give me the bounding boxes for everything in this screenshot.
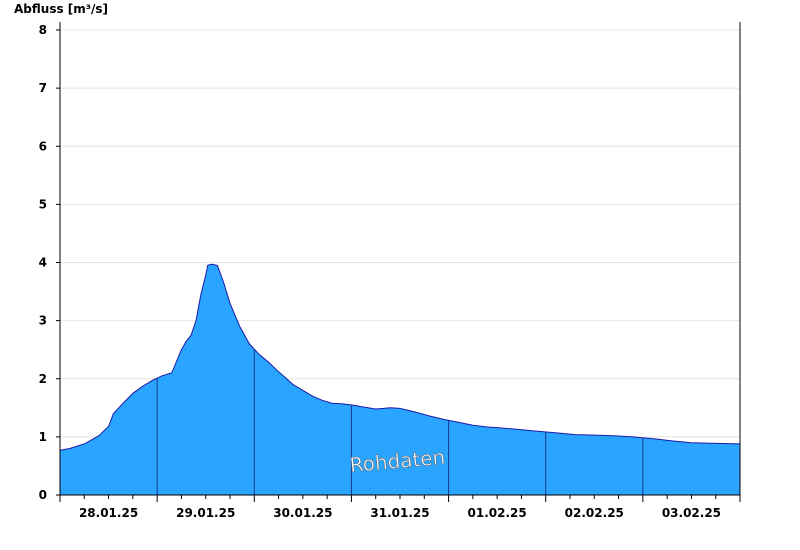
y-axis-title: Abfluss [m³/s] bbox=[14, 2, 108, 16]
x-tick-label: 31.01.25 bbox=[370, 506, 429, 520]
x-tick-label: 03.02.25 bbox=[662, 506, 721, 520]
y-tick-label: 1 bbox=[39, 430, 47, 444]
area-fill bbox=[60, 264, 740, 495]
y-tick-label: 7 bbox=[39, 81, 47, 95]
x-tick-label: 29.01.25 bbox=[176, 506, 235, 520]
y-tick-label: 8 bbox=[39, 23, 47, 37]
y-tick-label: 4 bbox=[39, 256, 47, 270]
y-tick-label: 3 bbox=[39, 314, 47, 328]
y-tick-label: 6 bbox=[39, 139, 47, 153]
day-separators bbox=[156, 349, 644, 495]
x-tick-label: 01.02.25 bbox=[468, 506, 527, 520]
y-tick-label: 0 bbox=[39, 488, 47, 502]
x-tick-label: 02.02.25 bbox=[565, 506, 624, 520]
area-series bbox=[59, 263, 741, 495]
x-tick-label: 30.01.25 bbox=[273, 506, 332, 520]
x-tick-label: 28.01.25 bbox=[79, 506, 138, 520]
x-ticks: 28.01.25 29.01.25 30.01.25 31.01.25 01.02.25… bbox=[59, 495, 741, 520]
y-ticks: 0 1 2 3 4 5 6 7 8 bbox=[39, 23, 60, 502]
y-tick-label: 5 bbox=[39, 197, 47, 211]
area-outline bbox=[59, 263, 741, 451]
y-tick-label: 2 bbox=[39, 372, 47, 386]
